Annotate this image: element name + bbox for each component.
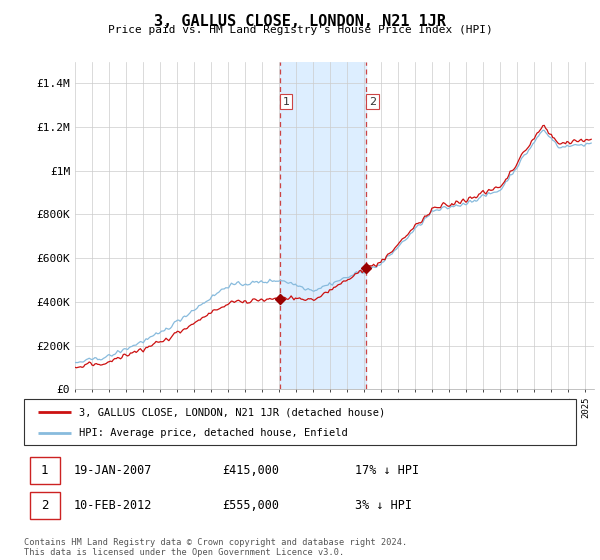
Text: 3, GALLUS CLOSE, LONDON, N21 1JR (detached house): 3, GALLUS CLOSE, LONDON, N21 1JR (detach… xyxy=(79,407,385,417)
Text: HPI: Average price, detached house, Enfield: HPI: Average price, detached house, Enfi… xyxy=(79,428,348,438)
Text: 1: 1 xyxy=(283,96,290,106)
Text: 10-FEB-2012: 10-FEB-2012 xyxy=(74,499,152,512)
Text: 19-JAN-2007: 19-JAN-2007 xyxy=(74,464,152,477)
Text: 17% ↓ HPI: 17% ↓ HPI xyxy=(355,464,419,477)
FancyBboxPatch shape xyxy=(29,457,60,484)
FancyBboxPatch shape xyxy=(24,399,576,445)
FancyBboxPatch shape xyxy=(29,492,60,519)
Text: Contains HM Land Registry data © Crown copyright and database right 2024.
This d: Contains HM Land Registry data © Crown c… xyxy=(24,538,407,557)
Text: 2: 2 xyxy=(369,96,376,106)
Text: 3% ↓ HPI: 3% ↓ HPI xyxy=(355,499,412,512)
Text: 1: 1 xyxy=(41,464,49,477)
Text: £415,000: £415,000 xyxy=(223,464,280,477)
Text: Price paid vs. HM Land Registry's House Price Index (HPI): Price paid vs. HM Land Registry's House … xyxy=(107,25,493,35)
Text: 3, GALLUS CLOSE, LONDON, N21 1JR: 3, GALLUS CLOSE, LONDON, N21 1JR xyxy=(154,14,446,29)
Bar xyxy=(280,62,367,389)
Text: 2: 2 xyxy=(41,499,49,512)
Text: £555,000: £555,000 xyxy=(223,499,280,512)
